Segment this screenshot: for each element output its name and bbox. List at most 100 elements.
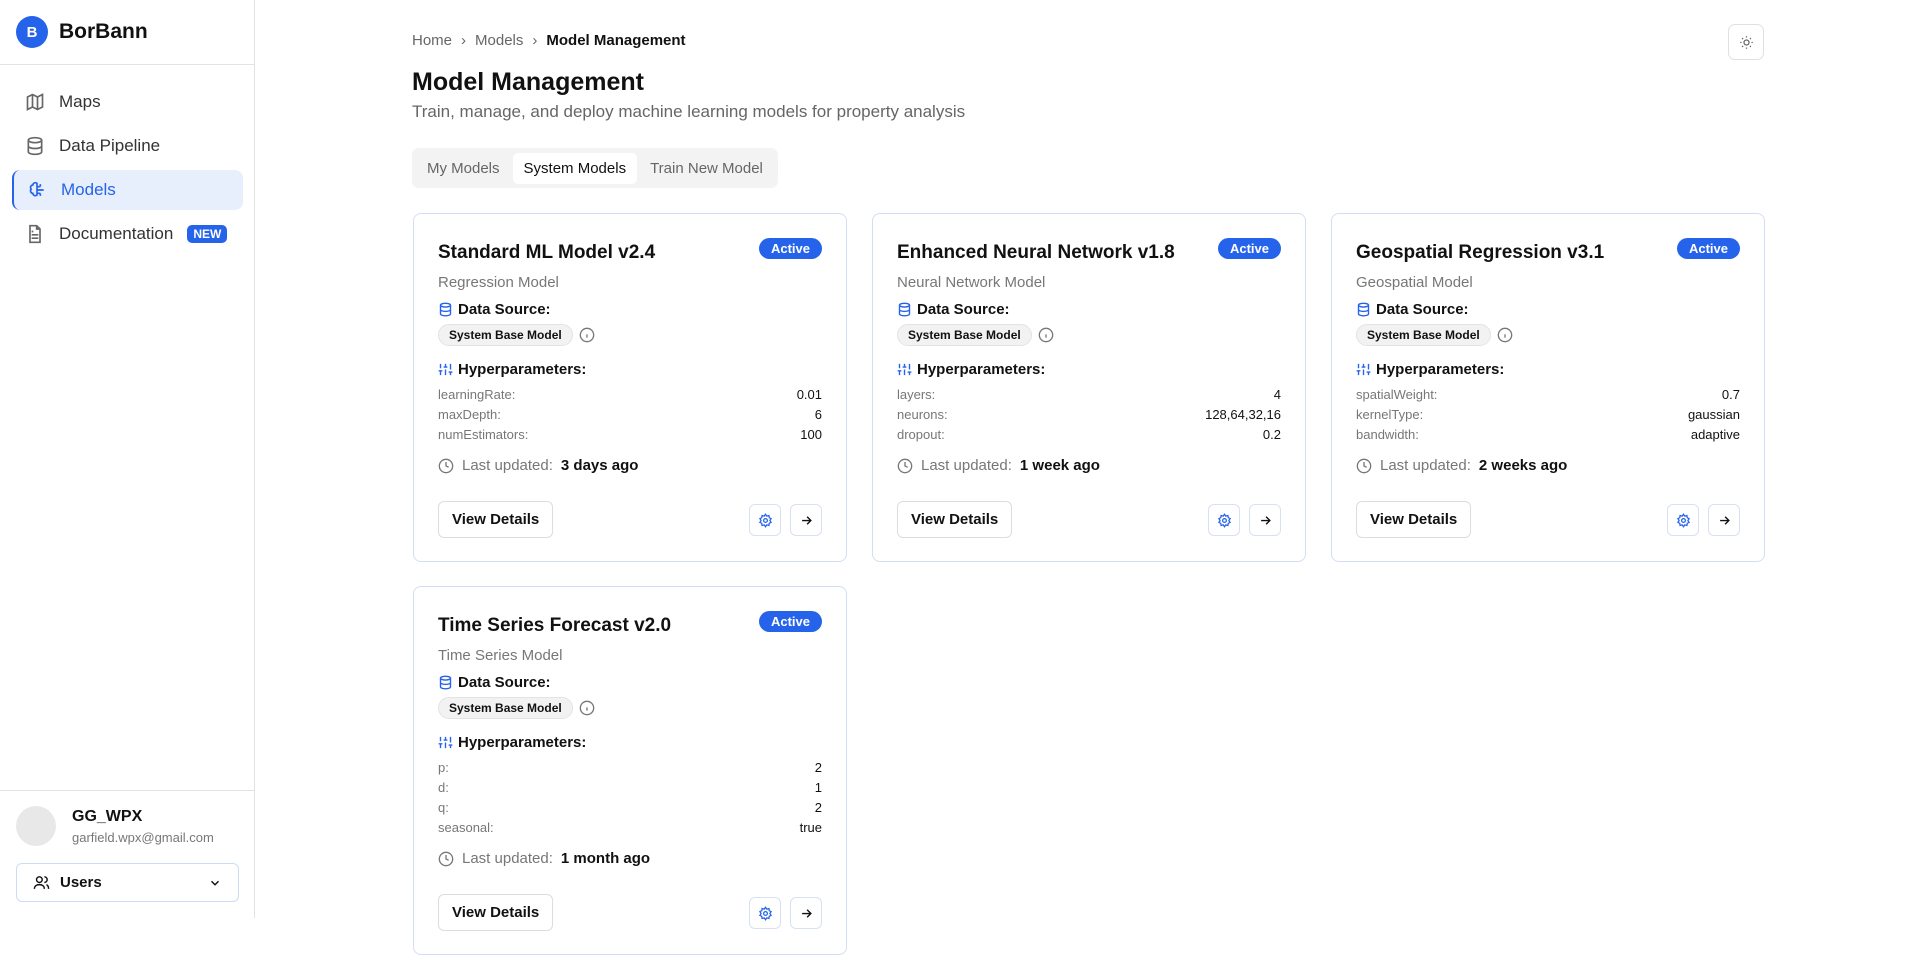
theme-toggle-button[interactable] bbox=[1728, 24, 1764, 60]
view-details-button[interactable]: View Details bbox=[897, 501, 1013, 538]
param-key: maxDepth: bbox=[438, 407, 501, 422]
open-button[interactable] bbox=[1708, 504, 1740, 536]
last-updated-label: Last updated: bbox=[462, 457, 553, 474]
tabs: My Models System Models Train New Model bbox=[412, 148, 778, 188]
sidebar-item-documentation[interactable]: Documentation NEW bbox=[12, 214, 243, 254]
hyperparameters-heading: Hyperparameters: bbox=[438, 734, 586, 751]
last-updated-label: Last updated: bbox=[1380, 457, 1471, 474]
sliders-icon bbox=[1356, 363, 1371, 376]
hyperparameters-label: Hyperparameters: bbox=[917, 361, 1046, 378]
data-source-row: System Base Model bbox=[1356, 324, 1513, 346]
sidebar-item-data-pipeline[interactable]: Data Pipeline bbox=[12, 126, 243, 166]
data-source-label: Data Source: bbox=[1376, 301, 1469, 318]
hyperparameter-row: learningRate: 0.01 bbox=[438, 385, 822, 405]
hyperparameter-row: q: 2 bbox=[438, 798, 822, 818]
user-email: garfield.wpx@gmail.com bbox=[72, 829, 214, 845]
param-value: 4 bbox=[1273, 387, 1281, 402]
logo[interactable]: B BorBann bbox=[16, 16, 148, 48]
hyperparameters-label: Hyperparameters: bbox=[458, 361, 587, 378]
tab-my-models[interactable]: My Models bbox=[427, 159, 500, 177]
database-icon bbox=[439, 302, 452, 317]
model-card: Standard ML Model v2.4 Active Regression… bbox=[413, 213, 847, 562]
data-source-label: Data Source: bbox=[458, 301, 551, 318]
divider bbox=[0, 790, 254, 791]
chevron-down-icon bbox=[210, 880, 220, 886]
hyperparameter-row: maxDepth: 6 bbox=[438, 405, 822, 425]
hyperparameter-list: layers: 4 neurons: 128,64,32,16 dropout: 0.2 bbox=[897, 385, 1281, 445]
last-updated: Last updated: 3 days ago bbox=[438, 457, 638, 474]
tab-train-new-model[interactable]: Train New Model bbox=[650, 159, 763, 177]
param-value: 1 bbox=[814, 780, 822, 795]
breadcrumb-current: Model Management bbox=[546, 32, 686, 49]
info-icon[interactable] bbox=[1038, 327, 1054, 343]
data-source-pill: System Base Model bbox=[897, 324, 1032, 346]
tab-system-models[interactable]: System Models bbox=[512, 152, 638, 184]
breadcrumb-home[interactable]: Home bbox=[412, 32, 453, 49]
last-updated-value: 1 month ago bbox=[560, 850, 651, 867]
breadcrumb: Home › Models › Model Management bbox=[412, 32, 686, 49]
view-details-button[interactable]: View Details bbox=[1356, 501, 1472, 538]
hyperparameter-row: p: 2 bbox=[438, 758, 822, 778]
open-button[interactable] bbox=[790, 504, 822, 536]
model-title: Standard ML Model v2.4 bbox=[438, 242, 656, 263]
clock-icon bbox=[897, 458, 913, 473]
data-source-pill: System Base Model bbox=[438, 697, 573, 719]
param-value: 0.2 bbox=[1262, 427, 1281, 442]
hyperparameter-row: kernelType: gaussian bbox=[1356, 405, 1740, 425]
database-icon bbox=[439, 675, 452, 690]
settings-button[interactable] bbox=[749, 504, 781, 536]
param-key: spatialWeight: bbox=[1356, 387, 1438, 402]
gear-icon bbox=[758, 905, 772, 921]
sliders-icon bbox=[897, 363, 912, 376]
param-value: 0.7 bbox=[1721, 387, 1740, 402]
last-updated: Last updated: 2 weeks ago bbox=[1356, 457, 1567, 474]
data-source-heading: Data Source: bbox=[1356, 301, 1469, 318]
param-key: bandwidth: bbox=[1356, 427, 1419, 442]
hyperparameter-row: seasonal: true bbox=[438, 818, 822, 838]
gear-icon bbox=[1676, 512, 1690, 528]
status-badge: Active bbox=[1676, 238, 1740, 259]
divider bbox=[0, 64, 254, 65]
param-value: 128,64,32,16 bbox=[1205, 407, 1281, 422]
chevron-right-icon: › bbox=[461, 32, 467, 49]
sidebar-nav: Maps Data Pipeline Models Documentation … bbox=[12, 82, 243, 258]
model-type: Geospatial Model bbox=[1356, 274, 1473, 291]
param-value: 2 bbox=[814, 800, 822, 815]
info-icon[interactable] bbox=[1497, 327, 1513, 343]
map-icon bbox=[26, 93, 44, 111]
model-card: Geospatial Regression v3.1 Active Geospa… bbox=[1331, 213, 1765, 562]
role-select-value: Users bbox=[60, 874, 102, 891]
hyperparameter-row: neurons: 128,64,32,16 bbox=[897, 405, 1281, 425]
settings-button[interactable] bbox=[1208, 504, 1240, 536]
open-button[interactable] bbox=[1249, 504, 1281, 536]
status-badge: Active bbox=[758, 611, 822, 632]
settings-button[interactable] bbox=[1667, 504, 1699, 536]
sidebar-item-maps[interactable]: Maps bbox=[12, 82, 243, 122]
new-badge: NEW bbox=[187, 225, 228, 243]
model-title: Time Series Forecast v2.0 bbox=[438, 615, 672, 636]
last-updated-label: Last updated: bbox=[462, 850, 553, 867]
param-value: 6 bbox=[814, 407, 822, 422]
data-source-heading: Data Source: bbox=[897, 301, 1010, 318]
view-details-button[interactable]: View Details bbox=[438, 501, 554, 538]
sidebar-item-models[interactable]: Models bbox=[12, 170, 243, 210]
role-select[interactable]: Users bbox=[16, 863, 239, 902]
app-name: BorBann bbox=[59, 20, 148, 43]
last-updated: Last updated: 1 month ago bbox=[438, 850, 650, 867]
hyperparameter-row: layers: 4 bbox=[897, 385, 1281, 405]
status-badge: Active bbox=[1217, 238, 1281, 259]
param-value: adaptive bbox=[1690, 427, 1740, 442]
gear-icon bbox=[1217, 512, 1231, 528]
settings-button[interactable] bbox=[749, 897, 781, 929]
param-key: learningRate: bbox=[438, 387, 516, 402]
info-icon[interactable] bbox=[579, 327, 595, 343]
param-key: q: bbox=[438, 800, 449, 815]
view-details-button[interactable]: View Details bbox=[438, 894, 554, 931]
breadcrumb-models[interactable]: Models bbox=[475, 32, 524, 49]
user-profile[interactable]: GG_WPX garfield.wpx@gmail.com bbox=[16, 806, 214, 846]
param-key: dropout: bbox=[897, 427, 945, 442]
info-icon[interactable] bbox=[579, 700, 595, 716]
param-key: kernelType: bbox=[1356, 407, 1424, 422]
open-button[interactable] bbox=[790, 897, 822, 929]
brain-icon bbox=[29, 181, 44, 197]
